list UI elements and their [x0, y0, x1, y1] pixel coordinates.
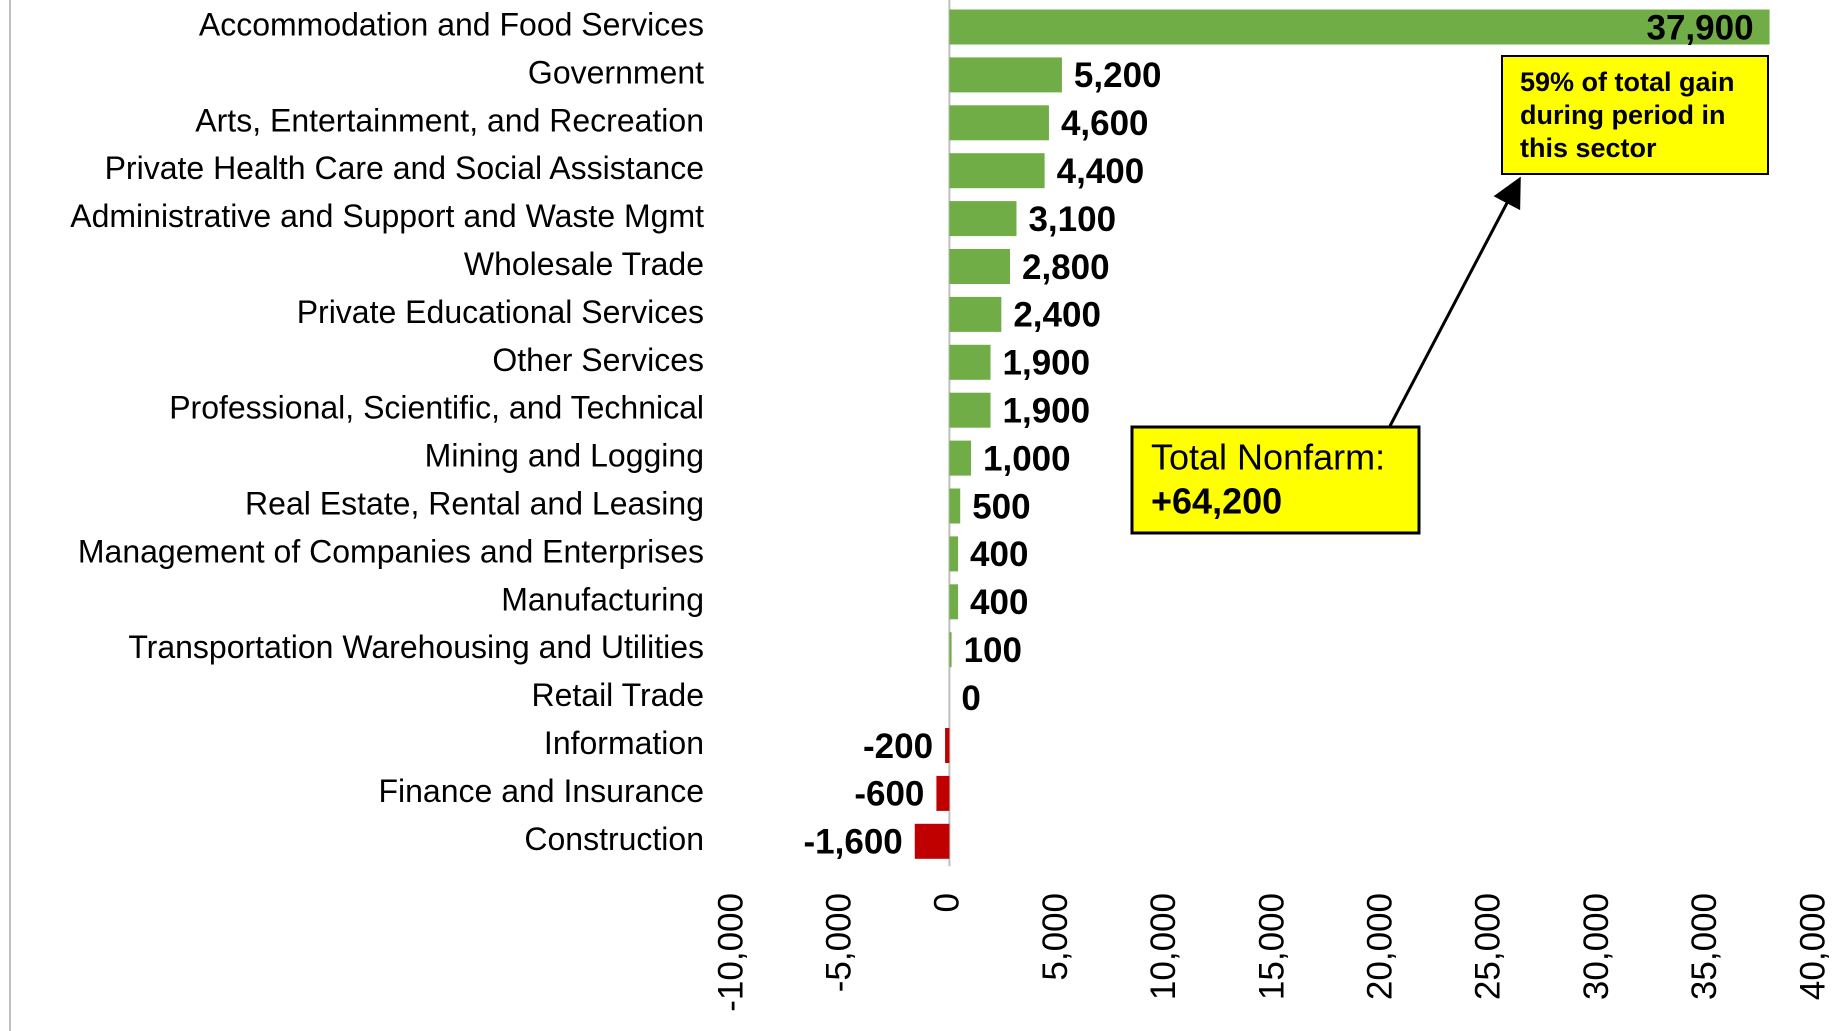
category-label: Private Educational Services — [297, 294, 704, 330]
value-label: 400 — [970, 535, 1028, 574]
bar — [936, 775, 950, 811]
x-tick-label: -10,000 — [711, 893, 750, 1012]
category-label: Retail Trade — [531, 677, 704, 713]
x-tick-label: 35,000 — [1685, 893, 1724, 1000]
annotation-arrow — [1388, 176, 1521, 427]
category-label: Construction — [524, 821, 704, 857]
category-label: Wholesale Trade — [464, 246, 704, 282]
category-label: Finance and Insurance — [378, 773, 704, 809]
category-label: Real Estate, Rental and Leasing — [245, 485, 704, 521]
category-label: Arts, Entertainment, and Recreation — [195, 102, 704, 138]
bar — [949, 488, 961, 524]
value-label: 100 — [964, 631, 1022, 670]
value-label: 4,600 — [1061, 104, 1149, 143]
annotation-box — [1501, 55, 1769, 175]
annotation-text: 59% of total gain — [1520, 67, 1735, 97]
bar — [949, 201, 1017, 237]
bar — [949, 296, 1002, 332]
category-label: Mining and Logging — [425, 438, 704, 474]
x-tick-label: 0 — [928, 893, 967, 912]
x-tick-label: 10,000 — [1144, 893, 1183, 1000]
value-label: 1,000 — [983, 439, 1071, 478]
x-tick-label: 40,000 — [1793, 893, 1832, 1000]
value-label: 2,400 — [1013, 296, 1101, 335]
category-label: Private Health Care and Social Assistanc… — [105, 150, 704, 186]
value-label: -200 — [863, 727, 933, 766]
category-label: Manufacturing — [501, 581, 704, 617]
annotation-text: this sector — [1520, 133, 1657, 163]
annotation-text: Total Nonfarm: — [1151, 437, 1385, 478]
category-label: Government — [528, 54, 704, 90]
bar — [914, 823, 950, 859]
bar — [945, 728, 950, 763]
bar — [949, 249, 1010, 284]
bar — [949, 57, 1062, 93]
x-tick-label: 15,000 — [1252, 893, 1291, 1000]
bar — [949, 105, 1049, 141]
category-label: Management of Companies and Enterprises — [78, 533, 704, 569]
value-label: -1,600 — [804, 823, 903, 862]
x-tick-label: 20,000 — [1360, 893, 1399, 1000]
category-label: Transportation Warehousing and Utilities — [128, 629, 704, 665]
value-label: 0 — [961, 679, 980, 718]
category-label: Professional, Scientific, and Technical — [169, 390, 704, 426]
annotation-text: during period in — [1520, 100, 1725, 130]
x-tick-label: 25,000 — [1469, 893, 1508, 1000]
category-label: Other Services — [492, 342, 704, 378]
x-tick-label: 5,000 — [1036, 893, 1075, 981]
bar — [949, 584, 959, 620]
value-label: -600 — [854, 775, 924, 814]
category-label: Administrative and Support and Waste Mgm… — [70, 198, 704, 234]
value-label: 500 — [972, 487, 1030, 526]
bar — [949, 344, 991, 380]
bar — [949, 9, 1770, 45]
value-label: 1,900 — [1003, 391, 1091, 430]
x-tick-label: -5,000 — [819, 893, 858, 992]
annotation-box — [1130, 425, 1421, 535]
category-label: Information — [544, 725, 704, 761]
category-label: Accommodation and Food Services — [199, 6, 704, 42]
bar — [949, 536, 959, 572]
value-label: 5,200 — [1074, 56, 1162, 95]
bar — [949, 440, 972, 476]
value-label: 400 — [970, 583, 1028, 622]
bar — [949, 392, 991, 428]
value-label: 1,900 — [1003, 344, 1091, 383]
bar — [949, 153, 1045, 189]
value-label: 2,800 — [1022, 248, 1110, 287]
x-tick-label: 30,000 — [1577, 893, 1616, 1000]
bar — [949, 632, 952, 668]
annotation-text: +64,200 — [1151, 481, 1282, 522]
value-label: 4,400 — [1057, 152, 1145, 191]
value-label: 3,100 — [1028, 200, 1116, 239]
value-label: 37,900 — [1646, 8, 1753, 47]
